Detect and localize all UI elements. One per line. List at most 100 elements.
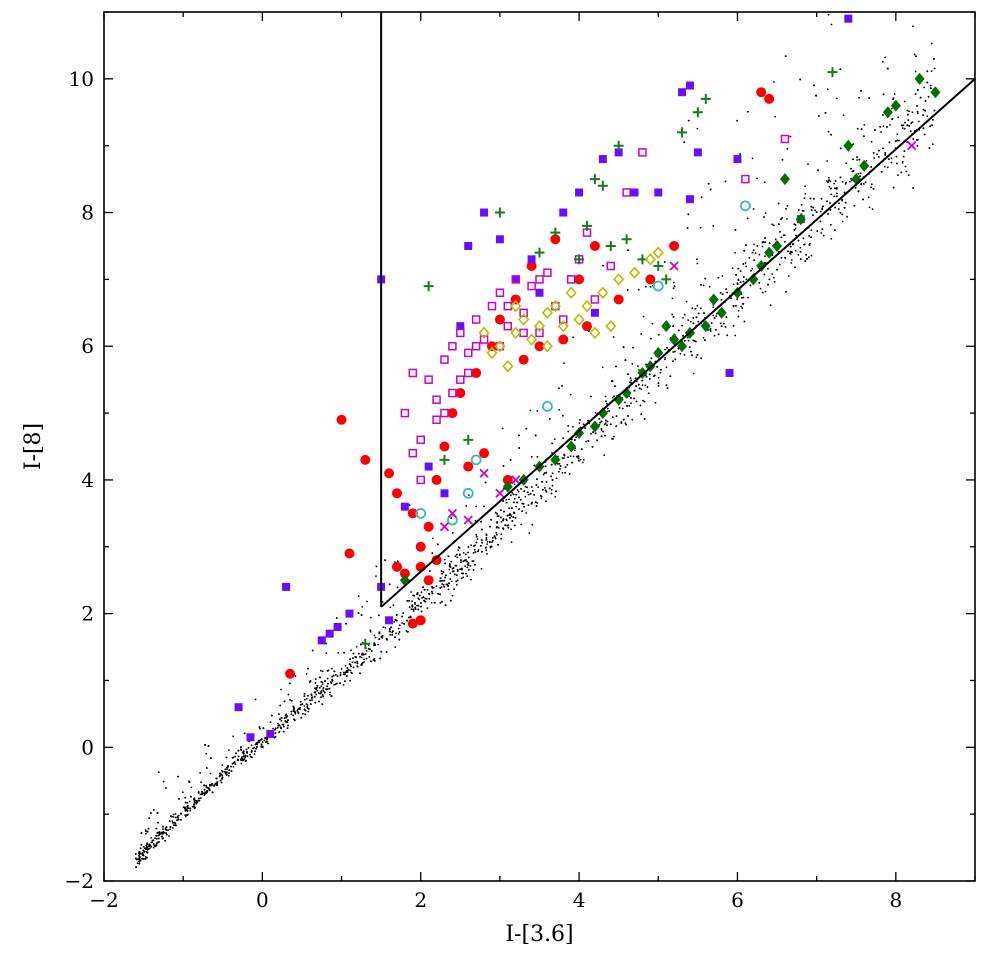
cloud-point xyxy=(262,727,265,730)
cloud-point xyxy=(746,110,749,113)
cloud-point xyxy=(481,528,483,531)
cloud-point xyxy=(497,543,499,546)
cloud-point xyxy=(443,558,446,561)
cloud-point xyxy=(242,752,245,755)
yellow-open-diamond-point xyxy=(613,273,625,286)
cloud-point xyxy=(611,416,614,418)
cloud-point xyxy=(613,395,615,398)
magenta-open-square-point xyxy=(527,281,536,291)
cloud-point xyxy=(812,214,814,217)
cloud-point xyxy=(594,411,597,414)
cloud-point xyxy=(858,96,860,99)
cloud-point xyxy=(783,234,786,237)
green-plus-point xyxy=(582,220,593,231)
purple-filled-square-point xyxy=(844,14,853,23)
cloud-point xyxy=(389,628,391,631)
cloud-point xyxy=(330,695,333,698)
cloud-point xyxy=(922,127,925,130)
cloud-point xyxy=(545,471,548,474)
cloud-point xyxy=(643,400,646,403)
magenta-open-square-point xyxy=(448,388,457,398)
cloud-point xyxy=(575,436,577,439)
yellow-open-diamond-point xyxy=(652,246,664,259)
cloud-point xyxy=(635,385,638,387)
cloud-point xyxy=(176,819,179,822)
cloud-point xyxy=(393,621,396,623)
cloud-point xyxy=(804,185,807,188)
cloud-point xyxy=(742,302,745,305)
cloud-point xyxy=(463,559,466,562)
cloud-point xyxy=(448,568,451,571)
cyan-open-circle-point xyxy=(739,200,751,212)
cloud-point xyxy=(686,336,689,339)
cloud-point xyxy=(692,322,695,325)
cloud-point xyxy=(309,703,312,705)
cloud-point xyxy=(697,312,700,315)
cloud-point xyxy=(848,180,851,183)
cloud-point xyxy=(214,782,217,785)
cloud-point xyxy=(369,616,372,619)
cloud-point xyxy=(406,600,409,602)
cloud-point xyxy=(360,614,363,616)
cloud-point xyxy=(750,269,752,272)
cloud-point xyxy=(193,801,196,804)
cloud-point xyxy=(402,612,405,614)
cloud-point xyxy=(460,559,462,562)
green-plus-point xyxy=(494,207,505,218)
cloud-point xyxy=(258,739,261,742)
cloud-point xyxy=(480,520,482,523)
cloud-point xyxy=(737,267,740,270)
cloud-point xyxy=(789,135,792,138)
cloud-point xyxy=(603,454,606,457)
cloud-point xyxy=(785,208,787,210)
cloud-point xyxy=(753,259,755,261)
cloud-point xyxy=(805,253,807,256)
cloud-point xyxy=(321,683,324,685)
green-plus-point xyxy=(463,434,474,445)
cloud-point xyxy=(870,186,872,189)
red-filled-circle-point xyxy=(391,488,402,499)
x-tick-label: −2 xyxy=(89,888,118,912)
cloud-point xyxy=(314,701,317,704)
cloud-point xyxy=(230,770,233,773)
cloud-point xyxy=(211,783,214,785)
cloud-point xyxy=(886,166,889,169)
cloud-point xyxy=(544,489,547,492)
cloud-point xyxy=(448,565,451,567)
cloud-point xyxy=(819,220,822,223)
cloud-point xyxy=(227,765,229,767)
cloud-point xyxy=(485,536,488,539)
cloud-point xyxy=(373,634,376,637)
cloud-point xyxy=(254,750,256,753)
cloud-point xyxy=(799,258,802,260)
cloud-point xyxy=(699,226,702,229)
cloud-point xyxy=(903,150,906,153)
cloud-point xyxy=(601,366,604,369)
cloud-point xyxy=(220,781,223,784)
cloud-point xyxy=(251,756,253,759)
cloud-point xyxy=(692,339,695,342)
cloud-point xyxy=(279,718,281,721)
cloud-point xyxy=(525,512,528,514)
cloud-point xyxy=(906,109,909,112)
cloud-point xyxy=(700,284,702,286)
cloud-point xyxy=(551,472,554,475)
purple-filled-square-point xyxy=(590,308,599,317)
cloud-point xyxy=(933,67,936,70)
cloud-point xyxy=(797,209,800,211)
cloud-point xyxy=(660,368,662,371)
cloud-point xyxy=(307,667,309,670)
cloud-point xyxy=(513,524,516,527)
cloud-point xyxy=(316,685,319,687)
cloud-point xyxy=(693,340,696,342)
purple-filled-square-point xyxy=(527,255,536,264)
cloud-point xyxy=(912,187,914,189)
cloud-point xyxy=(343,671,345,674)
cloud-point xyxy=(375,565,378,568)
cloud-point xyxy=(313,695,316,698)
cloud-point xyxy=(165,829,168,831)
cloud-point xyxy=(827,181,829,184)
cloud-point xyxy=(416,593,419,596)
cloud-point xyxy=(137,852,140,854)
cloud-point xyxy=(232,735,235,738)
